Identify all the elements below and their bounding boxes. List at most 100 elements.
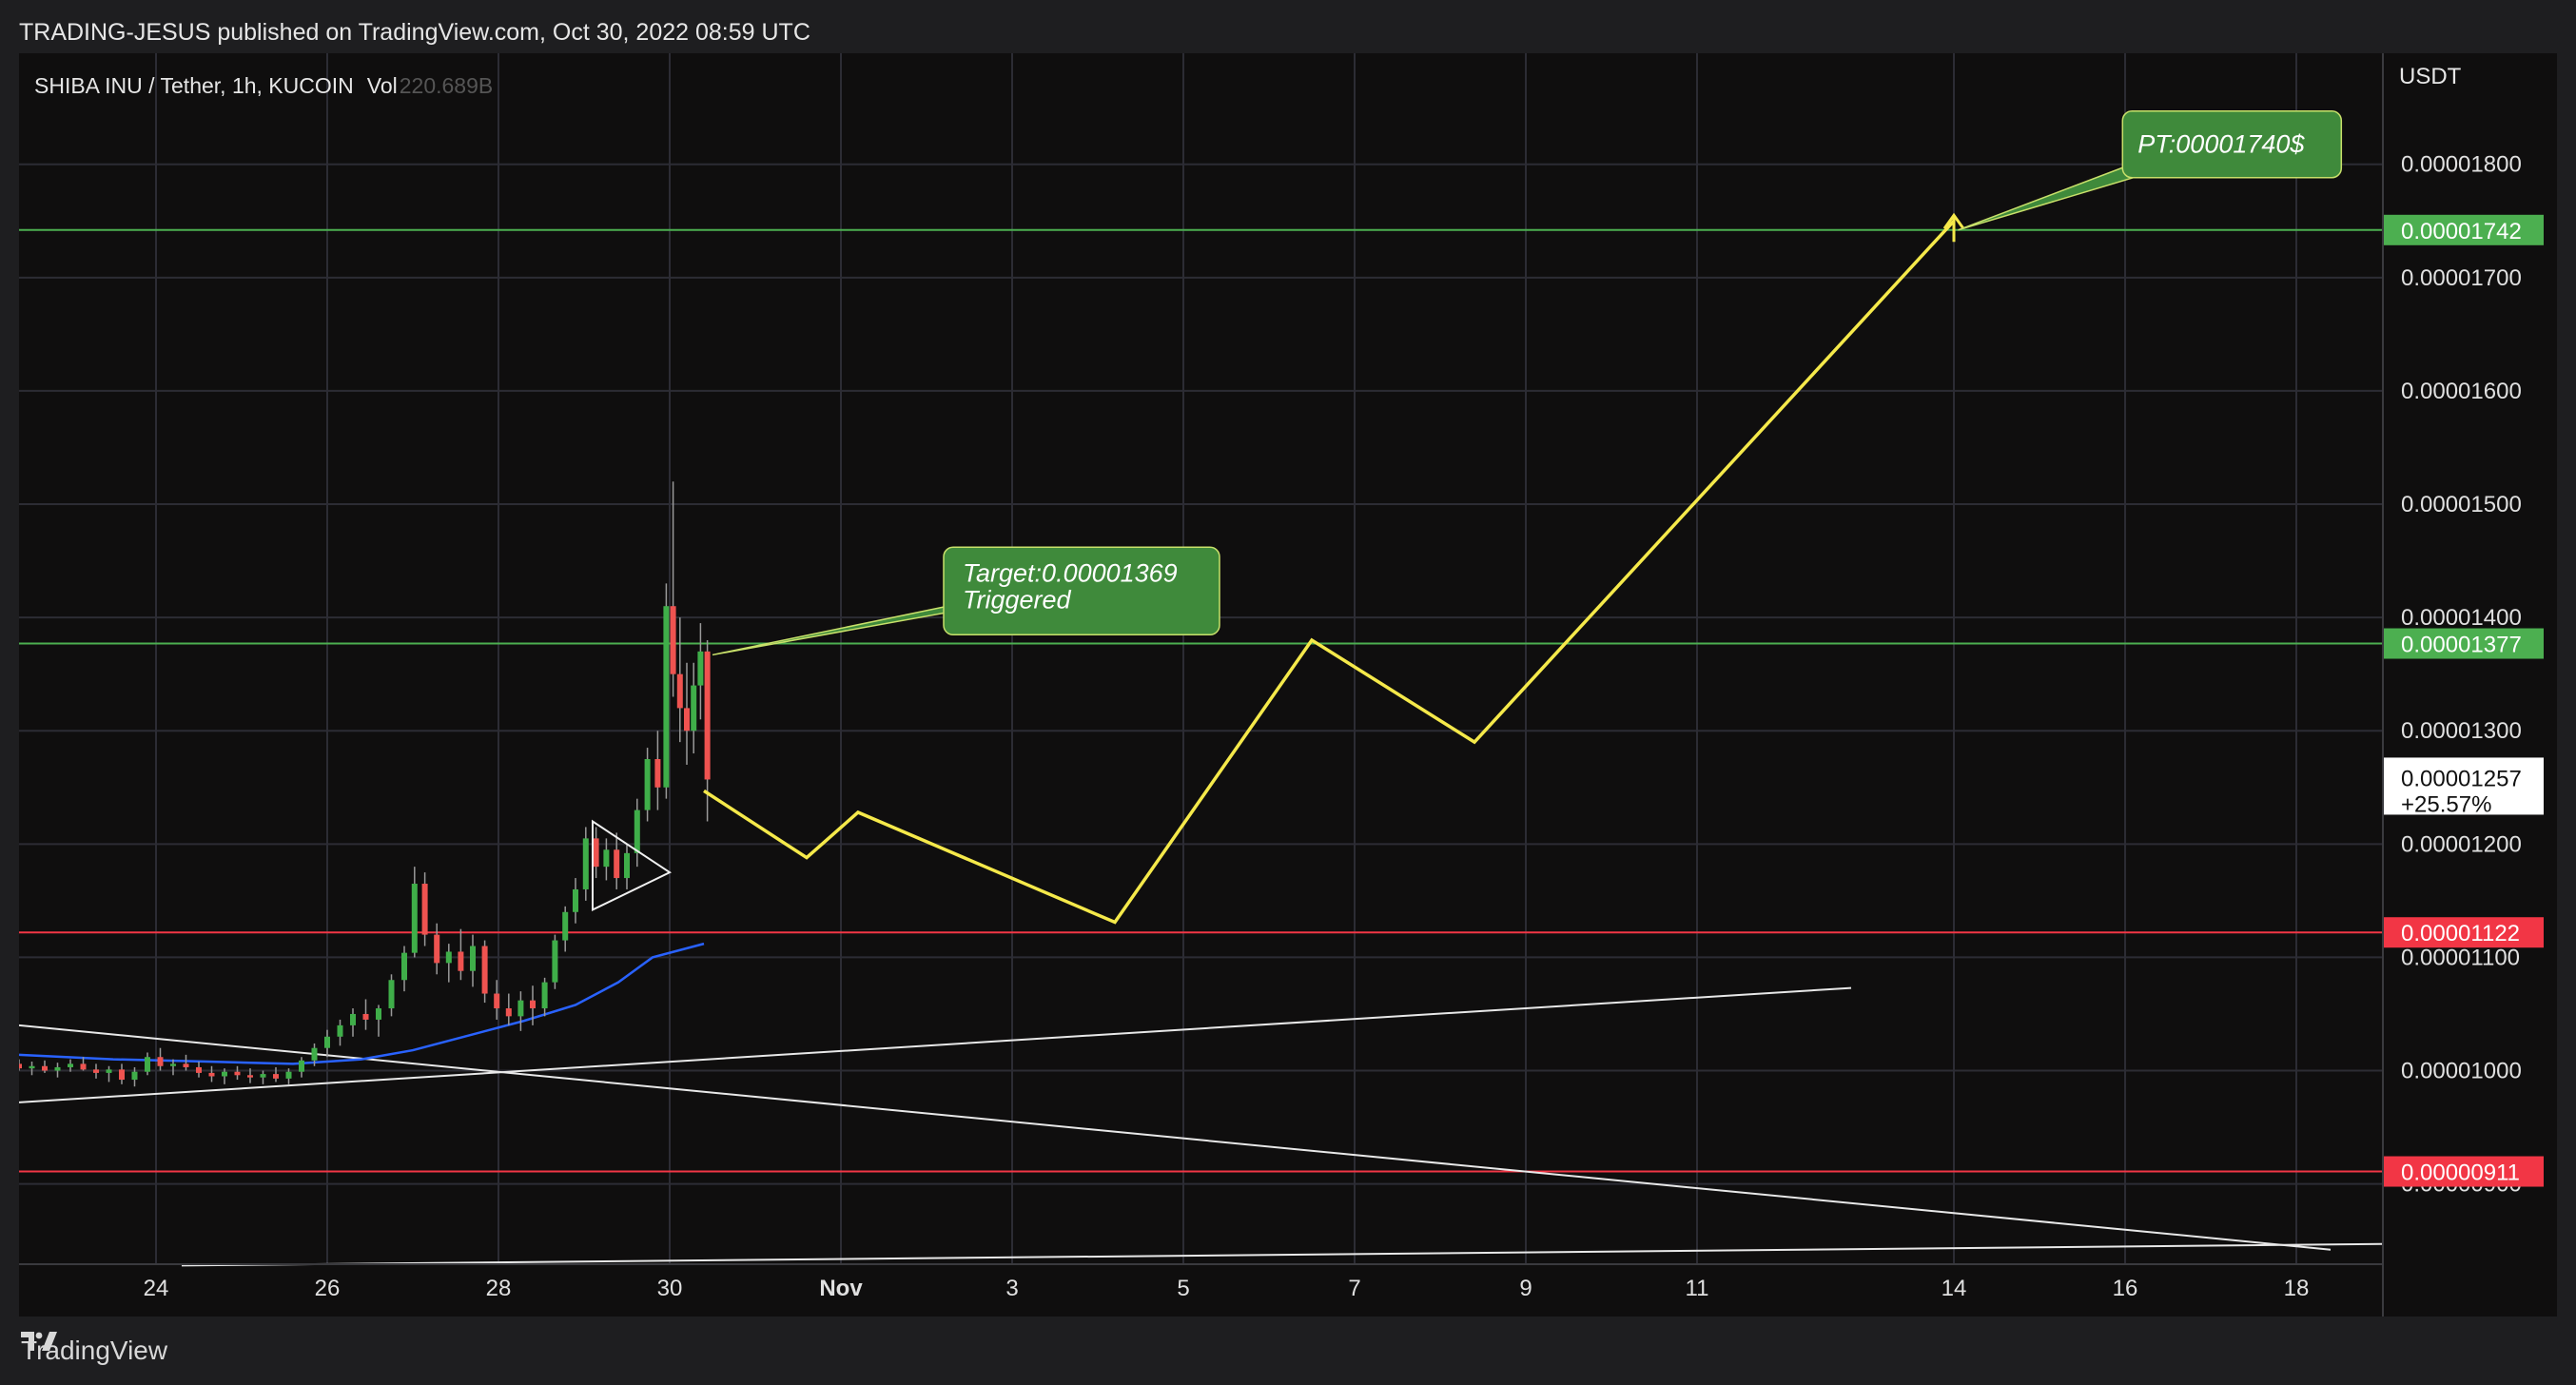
candle-body <box>19 1063 22 1069</box>
candle-body <box>603 849 610 868</box>
candle-body <box>196 1066 202 1073</box>
chart-panel[interactable]: Target:0.00001369 Triggered PT:00001740$ 0… <box>19 53 2557 1317</box>
volume-value: 220.689B <box>400 73 493 98</box>
candle-body <box>481 946 488 994</box>
price-level-badge <box>2384 1156 2544 1187</box>
candle-body <box>411 884 418 953</box>
candle-body <box>458 951 464 971</box>
time-tick-label: 3 <box>1005 1276 1018 1301</box>
candle-body <box>401 952 407 981</box>
triangle-pattern-shape <box>592 819 673 912</box>
candle-body <box>530 1000 536 1009</box>
candle-body <box>29 1065 35 1069</box>
time-tick-label: 5 <box>1177 1276 1189 1301</box>
target-callout-pointer <box>712 605 983 656</box>
price-tick-label: 0.00001300 <box>2401 718 2522 744</box>
symbol-legend[interactable]: SHIBA INU / Tether, 1h, KUCOIN <box>34 73 354 98</box>
candle-body <box>273 1074 279 1079</box>
price-level-badge <box>2384 917 2544 948</box>
currency-label: USDT <box>2399 64 2462 89</box>
candle-body <box>697 651 704 686</box>
time-tick-label: 11 <box>1686 1276 1709 1301</box>
target-callout-status: Triggered <box>963 585 1072 614</box>
triangle-pattern <box>592 819 673 912</box>
projection-path <box>703 212 1965 925</box>
price-target-callout-box <box>2121 109 2343 179</box>
price-target-callout-pointer <box>1958 165 2141 231</box>
price-level-badge-label: 0.00001377 <box>2401 633 2522 658</box>
candle-body <box>663 606 670 788</box>
price-level-badge-label: 0.00001742 <box>2401 219 2522 244</box>
last-price-change: +25.57% <box>2401 791 2491 817</box>
price-tick-label: 0.00001700 <box>2401 265 2522 291</box>
trendline <box>19 1024 2332 1251</box>
candle-body <box>80 1063 87 1070</box>
trendline <box>181 1242 2383 1267</box>
price-tick-label: 0.00001400 <box>2401 605 2522 631</box>
candle-body <box>470 946 476 971</box>
candle-body <box>54 1066 61 1071</box>
candle-body <box>222 1071 227 1077</box>
horizontal-levels <box>19 228 2382 1173</box>
candle-body <box>704 651 711 780</box>
time-tick-label: 26 <box>315 1276 341 1301</box>
last-price-label: 0.00001257 <box>2401 766 2522 791</box>
candle-body <box>260 1074 266 1078</box>
price-tick-label: 0.00001100 <box>2401 945 2520 970</box>
candle-body <box>68 1063 73 1067</box>
candle-body <box>593 838 599 868</box>
candle-body <box>145 1057 150 1072</box>
candle-body <box>614 849 620 879</box>
candle-body <box>624 852 630 879</box>
tradingview-footer[interactable]: TradingView <box>21 1330 167 1372</box>
candle-body <box>445 951 452 964</box>
candle-body <box>324 1036 330 1048</box>
publish-attribution: TRADING-JESUS published on TradingView.c… <box>19 19 810 46</box>
candle-body <box>573 888 578 912</box>
candle-body <box>494 993 500 1009</box>
candle-body <box>541 982 548 1009</box>
candle-body <box>208 1072 215 1077</box>
candle-body <box>676 673 683 709</box>
candle-body <box>311 1047 318 1061</box>
last-price-badge <box>2384 757 2544 815</box>
trendlines <box>19 986 2383 1267</box>
price-level-badge <box>2384 628 2544 659</box>
target-callout-box <box>943 546 1220 636</box>
candle-body <box>421 884 428 935</box>
price-level-badge-label: 0.00001122 <box>2401 921 2520 946</box>
price-tick-label: 0.00001600 <box>2401 379 2522 404</box>
candle-body <box>157 1057 164 1066</box>
candle-body <box>654 759 661 788</box>
candle-body <box>119 1069 125 1081</box>
price-tick-label: 0.00001200 <box>2401 831 2522 857</box>
time-tick-label: 28 <box>486 1276 512 1301</box>
candle-body <box>582 838 589 889</box>
candle-body <box>337 1024 343 1037</box>
price-tick-label: 0.00001800 <box>2401 152 2522 178</box>
time-tick-label: Nov <box>819 1276 863 1301</box>
candle-body <box>350 1013 356 1025</box>
time-tick-label: 14 <box>1942 1276 1967 1301</box>
time-tick-label: 9 <box>1519 1276 1532 1301</box>
tradingview-logo-icon <box>21 1332 57 1351</box>
candle-body <box>670 606 676 674</box>
candle-body <box>299 1060 304 1072</box>
projection-line <box>703 220 1956 925</box>
candle-body <box>93 1069 99 1073</box>
time-tick-label: 18 <box>2284 1276 2310 1301</box>
time-tick-label: 24 <box>144 1276 169 1301</box>
candle-body <box>684 708 690 732</box>
candle-body <box>505 1008 512 1017</box>
candle-body <box>285 1071 292 1079</box>
candle-body <box>434 934 440 964</box>
candles <box>19 481 711 1087</box>
time-tick-label: 7 <box>1348 1276 1360 1301</box>
candle-body <box>644 759 651 810</box>
candle-body <box>131 1071 138 1081</box>
moving-average <box>19 942 705 1065</box>
candle-body <box>552 940 558 983</box>
candle-body <box>376 1008 381 1020</box>
time-tick-label: 16 <box>2113 1276 2138 1301</box>
